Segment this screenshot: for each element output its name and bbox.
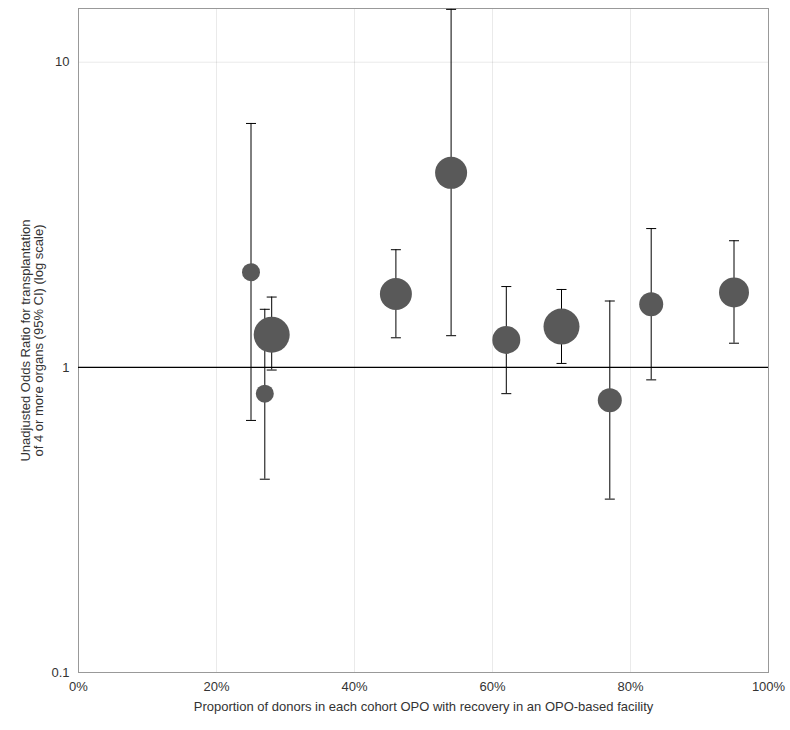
svg-text:100%: 100% (752, 679, 786, 694)
svg-text:60%: 60% (479, 679, 505, 694)
svg-text:1: 1 (62, 360, 69, 375)
svg-text:Proportion of donors in each c: Proportion of donors in each cohort OPO … (194, 699, 654, 714)
svg-text:40%: 40% (341, 679, 367, 694)
svg-text:0%: 0% (69, 679, 88, 694)
svg-text:10: 10 (55, 54, 69, 69)
svg-text:80%: 80% (617, 679, 643, 694)
svg-text:0.1: 0.1 (51, 665, 69, 680)
svg-text:20%: 20% (203, 679, 229, 694)
svg-text:Unadjusted Odds Ratio for tran: Unadjusted Odds Ratio for transplantatio… (18, 219, 46, 461)
